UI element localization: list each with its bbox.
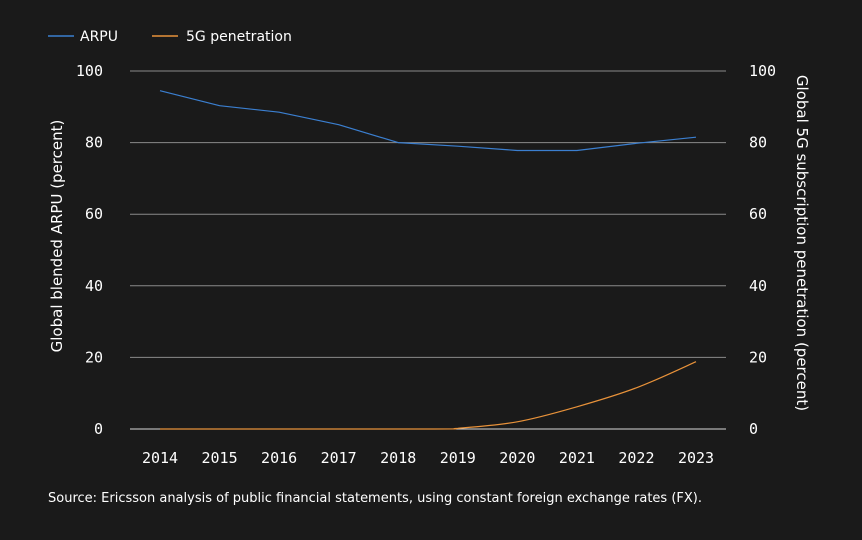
x-tick-label: 2016 bbox=[261, 449, 297, 467]
left-tick-label: 80 bbox=[85, 134, 103, 152]
left-tick-label: 100 bbox=[76, 62, 103, 80]
right-tick-label: 80 bbox=[749, 134, 767, 152]
left-tick-label: 20 bbox=[85, 348, 103, 366]
x-tick-label: 2023 bbox=[678, 449, 714, 467]
legend-label-arpu: ARPU bbox=[80, 29, 118, 45]
right-tick-label: 40 bbox=[749, 277, 767, 295]
left-tick-label: 0 bbox=[94, 420, 103, 438]
right-tick-label: 0 bbox=[749, 420, 758, 438]
left-tick-label: 40 bbox=[85, 277, 103, 295]
right-axis-ticks: 0 20 40 60 80 100 bbox=[749, 62, 776, 438]
x-tick-label: 2015 bbox=[201, 449, 237, 467]
right-axis-title: Global 5G subscription penetration (perc… bbox=[793, 75, 811, 411]
left-axis-ticks: 0 20 40 60 80 100 bbox=[76, 62, 103, 438]
source-note: Source: Ericsson analysis of public fina… bbox=[48, 491, 702, 506]
x-tick-label: 2017 bbox=[321, 449, 357, 467]
left-axis-title: Global blended ARPU (percent) bbox=[48, 120, 66, 353]
right-tick-label: 60 bbox=[749, 205, 767, 223]
x-tick-label: 2021 bbox=[559, 449, 595, 467]
x-axis-ticks: 2014 2015 2016 2017 2018 2019 2020 2021 2022 2023 bbox=[142, 449, 714, 467]
x-tick-label: 2019 bbox=[440, 449, 476, 467]
series-line-arpu bbox=[159, 90, 697, 152]
left-tick-label: 60 bbox=[85, 205, 103, 223]
series-line-5g bbox=[159, 361, 697, 430]
x-tick-label: 2014 bbox=[142, 449, 178, 467]
series-lines bbox=[159, 90, 697, 430]
right-tick-label: 100 bbox=[749, 62, 776, 80]
x-tick-label: 2022 bbox=[618, 449, 654, 467]
right-tick-label: 20 bbox=[749, 348, 767, 366]
legend-label-5g: 5G penetration bbox=[186, 29, 292, 45]
x-tick-label: 2018 bbox=[380, 449, 416, 467]
legend: ARPU 5G penetration bbox=[48, 29, 292, 45]
x-tick-label: 2020 bbox=[499, 449, 535, 467]
grid-lines bbox=[130, 70, 726, 430]
